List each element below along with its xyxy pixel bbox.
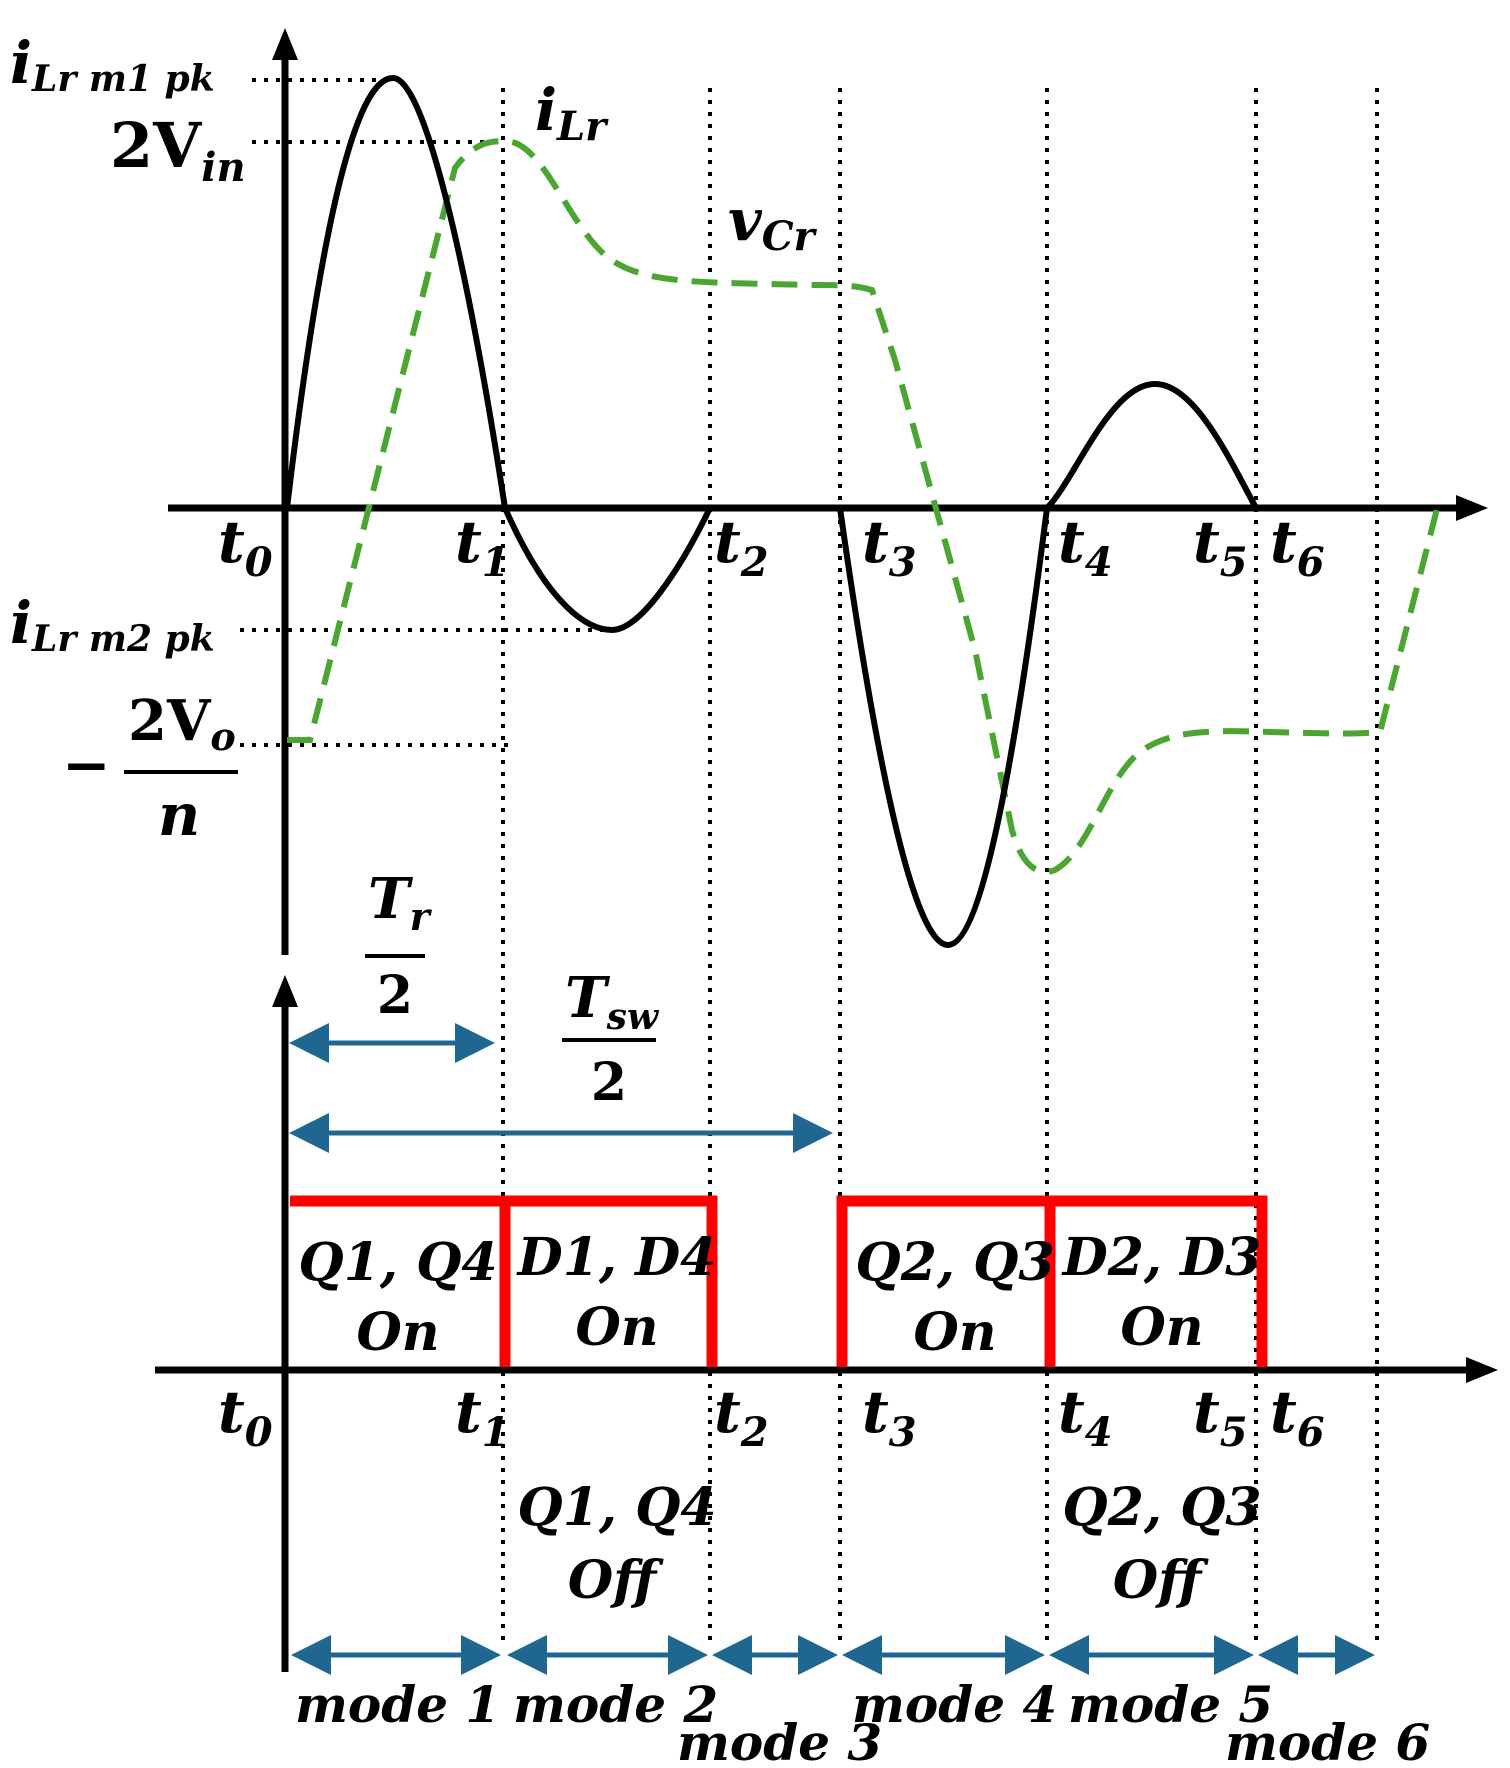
neg-vo-sign: − [62, 731, 111, 799]
bottom-t6-label: t6 [1270, 1378, 1325, 1456]
bottom-t1-label: t1 [455, 1378, 510, 1456]
block1-line1: Q1, Q4 [298, 1232, 497, 1293]
mode1-label: mode 1 [295, 1675, 500, 1734]
neg-vo-denominator: n [158, 781, 200, 849]
ilr-current-curve [284, 74, 1259, 949]
ilr-curve-label: iLr [535, 76, 609, 150]
peak2-label: iLr m2 pk [10, 589, 215, 660]
top-t3-label: t3 [862, 508, 917, 586]
mode6-label: mode 6 [1225, 1713, 1430, 1768]
neg-vo-numerator: 2Vo [128, 688, 236, 759]
tsw-half-label: Tsw 2 [562, 965, 660, 1113]
tr-half-numerator: Tr [368, 866, 433, 939]
gate-block-labels: Q1, Q4 On D1, D4 On Q2, Q3 On D2, D3 On [298, 1227, 1261, 1363]
bottom-t3-label: t3 [862, 1378, 917, 1456]
block2-line1: D1, D4 [516, 1227, 717, 1288]
block4-line2: On [1120, 1297, 1203, 1358]
bottom-t5-label: t5 [1193, 1378, 1248, 1456]
off2-line1: Q2, Q3 [1062, 1477, 1261, 1538]
bottom-x-axis-arrowhead [1466, 1357, 1498, 1383]
mode2-label: mode 2 [513, 1675, 718, 1734]
tsw-half-numerator: Tsw [565, 965, 660, 1038]
reference-lines [240, 78, 612, 747]
mode3-label: mode 3 [677, 1713, 882, 1768]
time-divider-lines [501, 88, 1379, 1648]
top-y-labels: iLr m1 pk 2Vin iLr m2 pk − 2Vo n [10, 29, 246, 849]
bottom-time-labels: t0 t1 t2 t3 t4 t5 t6 [218, 1378, 1325, 1456]
top-plot-axes [168, 28, 1488, 955]
bottom-t2-label: t2 [714, 1378, 769, 1456]
two-vin-label: 2Vin [110, 109, 246, 191]
mode-labels: mode 1 mode 2 mode 3 mode 4 mode 5 mode … [295, 1675, 1430, 1768]
gate-pulse-first-half [290, 1195, 718, 1367]
interval-annotations: Tr 2 Tsw 2 [289, 866, 833, 1153]
top-x-axis-arrowhead [1456, 495, 1488, 521]
tsw-half-denominator: 2 [591, 1052, 627, 1113]
top-t5-label: t5 [1193, 508, 1248, 586]
vcr-voltage-curve [287, 138, 1444, 875]
mode4-label: mode 4 [852, 1675, 1057, 1734]
vcr-curve-label: vCr [728, 186, 818, 260]
off1-line2: Off [568, 1550, 664, 1611]
block1-line2: On [356, 1302, 439, 1363]
block3-line1: Q2, Q3 [855, 1232, 1054, 1293]
top-t4-label: t4 [1058, 508, 1113, 586]
top-y-axis-arrowhead [272, 28, 298, 60]
tr-half-denominator: 2 [377, 965, 413, 1026]
top-t1-label: t1 [455, 508, 510, 586]
off1-line1: Q1, Q4 [517, 1477, 716, 1538]
neg-vo-label: − 2Vo n [62, 688, 238, 849]
bottom-y-axis-arrowhead [272, 975, 298, 1007]
block4-line1: D2, D3 [1061, 1227, 1262, 1288]
off-labels: Q1, Q4 Off Q2, Q3 Off [517, 1477, 1261, 1611]
top-time-labels: t0 t1 t2 t3 t4 t5 t6 [218, 508, 1325, 586]
block2-line2: On [575, 1297, 658, 1358]
bottom-plot-axes [155, 975, 1498, 1672]
top-t0-label: t0 [218, 508, 273, 586]
peak1-label: iLr m1 pk [10, 29, 215, 100]
bottom-t4-label: t4 [1058, 1378, 1113, 1456]
top-t6-label: t6 [1270, 508, 1325, 586]
tr-half-label: Tr 2 [365, 866, 433, 1026]
top-t2-label: t2 [714, 508, 769, 586]
gate-signal [290, 1195, 1268, 1367]
off2-line2: Off [1113, 1550, 1209, 1611]
block3-line2: On [913, 1302, 996, 1363]
mode5-label: mode 5 [1068, 1675, 1273, 1734]
bottom-t0-label: t0 [218, 1378, 273, 1456]
